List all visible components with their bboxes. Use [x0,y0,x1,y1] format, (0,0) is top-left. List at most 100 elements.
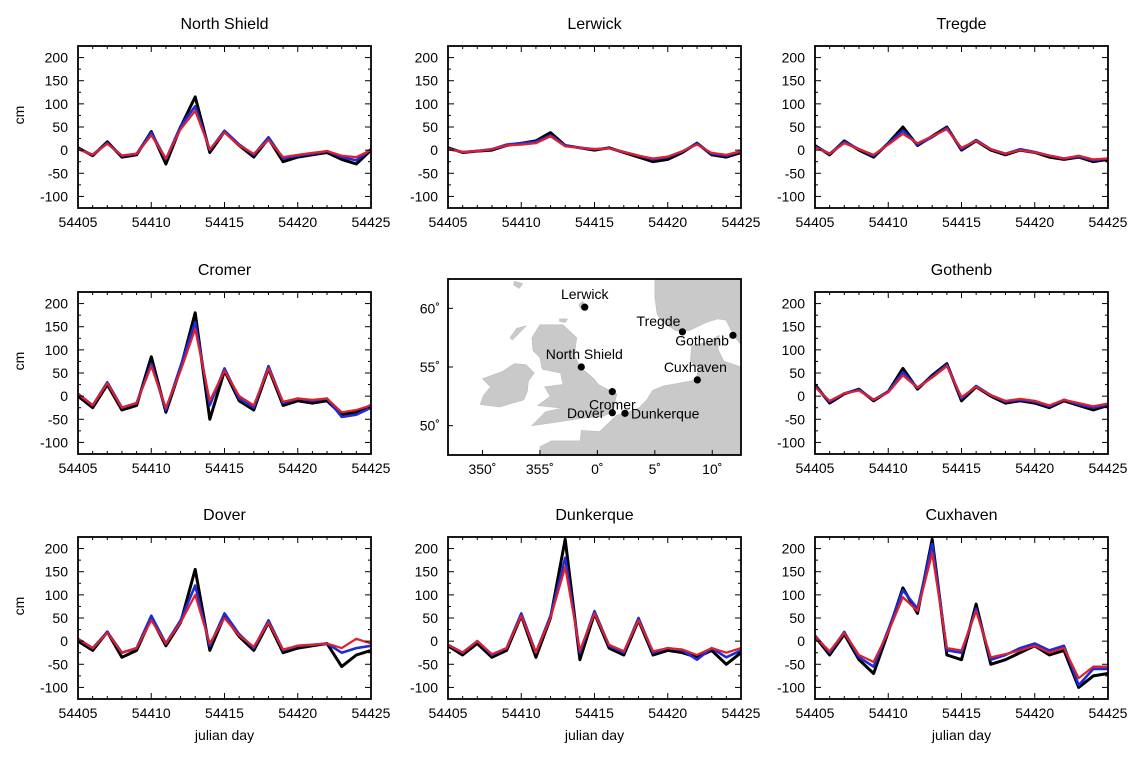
y-tick-label: 50 [789,610,805,626]
y-axis-label: cm [11,597,27,616]
y-tick-label: 150 [45,73,69,89]
chart-panel-dunkerque: Dunkerque 54405 54410 54415 54420 54425 -100 -5… [410,507,761,743]
x-tick-label: 54410 [869,214,908,230]
y-tick-label: 200 [45,296,69,312]
x-tick-label: 54410 [869,460,908,476]
x-tick-label: 54410 [132,460,171,476]
y-tick-label: 100 [782,342,806,358]
x-tick-label: 54415 [942,705,981,721]
obs-series-line [815,537,1108,689]
station-marker-cromer [608,388,616,396]
y-tick-label: 150 [782,73,806,89]
model-a-series-line [815,542,1108,687]
y-tick-label: 0 [60,142,68,158]
y-tick-label: 150 [415,73,439,89]
y-tick-label: 200 [782,296,806,312]
y-tick-label: -50 [785,411,805,427]
y-tick-label: 0 [430,633,438,649]
x-tick-label: 54405 [796,705,835,721]
chart-panel-north-shield: North Shield 54405 54410 54415 54420 54425 -10… [11,16,391,230]
x-tick-label: 54405 [59,460,98,476]
x-tick-label: 54405 [59,214,98,230]
y-tick-label: 50 [422,119,438,135]
chart-panel-lerwick: Lerwick 54405 54410 54415 54420 54425 -100 -50 0… [410,16,761,230]
y-tick-label: -50 [48,656,68,672]
station-label-cuxhaven: Cuxhaven [664,359,727,375]
model-b-series-line [815,128,1108,161]
chart-panel-tregde: Tregde 54405 54410 54415 54420 54425 -100 -50 0 5… [777,16,1128,230]
x-tick-label: 54425 [722,214,761,230]
x-axis-label: julian day [564,727,624,743]
station-marker-lerwick [581,303,589,311]
x-tick-label: 54405 [796,460,835,476]
lat-tick-label: 60˚ [420,300,440,316]
y-tick-label: 150 [45,319,69,335]
x-tick-label: 54420 [1015,214,1054,230]
station-marker-cuxhaven [693,376,701,384]
y-tick-label: 0 [797,142,805,158]
x-axis-label: julian day [194,727,254,743]
y-tick-label: 150 [415,564,439,580]
lon-tick-label: 10˚ [702,461,722,477]
station-label-dover: Dover [567,405,605,421]
x-tick-label: 54425 [352,460,391,476]
y-tick-label: -100 [777,188,805,204]
y-tick-label: 100 [45,96,69,112]
x-tick-label: 54410 [869,705,908,721]
model-b-series-line [815,365,1108,408]
x-tick-label: 54410 [132,705,171,721]
station-marker-dover [608,409,616,417]
y-tick-label: -50 [785,656,805,672]
lat-tick-label: 55˚ [420,359,440,375]
station-marker-north-shield [577,363,585,371]
x-tick-label: 54415 [942,460,981,476]
y-tick-label: 200 [782,541,806,557]
x-tick-label: 54405 [429,705,468,721]
y-tick-label: 100 [45,342,69,358]
y-tick-label: -50 [48,165,68,181]
y-tick-label: -100 [40,679,68,695]
station-label-north-shield: North Shield [546,346,623,362]
y-tick-label: 0 [60,388,68,404]
model-b-series-line [78,593,371,654]
y-tick-label: 200 [415,541,439,557]
lon-tick-label: 355˚ [526,461,554,477]
y-tick-label: -50 [418,656,438,672]
chart-title: Dunkerque [555,507,633,524]
x-tick-label: 54415 [205,460,244,476]
station-label-dunkerque: Dunkerque [631,405,700,421]
y-axis-label: cm [11,352,27,371]
x-tick-label: 54415 [575,705,614,721]
y-tick-label: 50 [52,365,68,381]
y-tick-label: -50 [418,165,438,181]
y-tick-label: 200 [782,50,806,66]
station-label-cromer: Cromer [589,397,636,413]
y-tick-label: -50 [48,411,68,427]
lat-tick-label: 50˚ [420,418,440,434]
y-tick-label: -100 [777,434,805,450]
x-tick-label: 54420 [1015,705,1054,721]
land-masses [479,279,741,455]
x-tick-label: 54425 [1089,460,1128,476]
station-label-lerwick: Lerwick [561,286,609,302]
x-tick-label: 54425 [352,705,391,721]
x-tick-label: 54425 [1089,214,1128,230]
y-tick-label: 100 [415,587,439,603]
chart-title: Gothenb [931,262,992,279]
y-tick-label: 150 [45,564,69,580]
station-marker-dunkerque [621,409,629,417]
y-tick-label: 0 [60,633,68,649]
chart-panel-cuxhaven: Cuxhaven 54405 54410 54415 54420 54425 -100 -50… [777,507,1128,743]
x-tick-label: 54420 [278,705,317,721]
x-tick-label: 54415 [575,214,614,230]
y-tick-label: 200 [45,541,69,557]
chart-title: Cromer [198,262,252,279]
station-label-gothenb: Gothenb [675,332,729,348]
y-tick-label: 50 [422,610,438,626]
x-tick-label: 54415 [205,705,244,721]
chart-title: Cuxhaven [925,507,997,524]
y-tick-label: 150 [782,319,806,335]
x-tick-label: 54425 [352,214,391,230]
x-axis-label: julian day [931,727,991,743]
